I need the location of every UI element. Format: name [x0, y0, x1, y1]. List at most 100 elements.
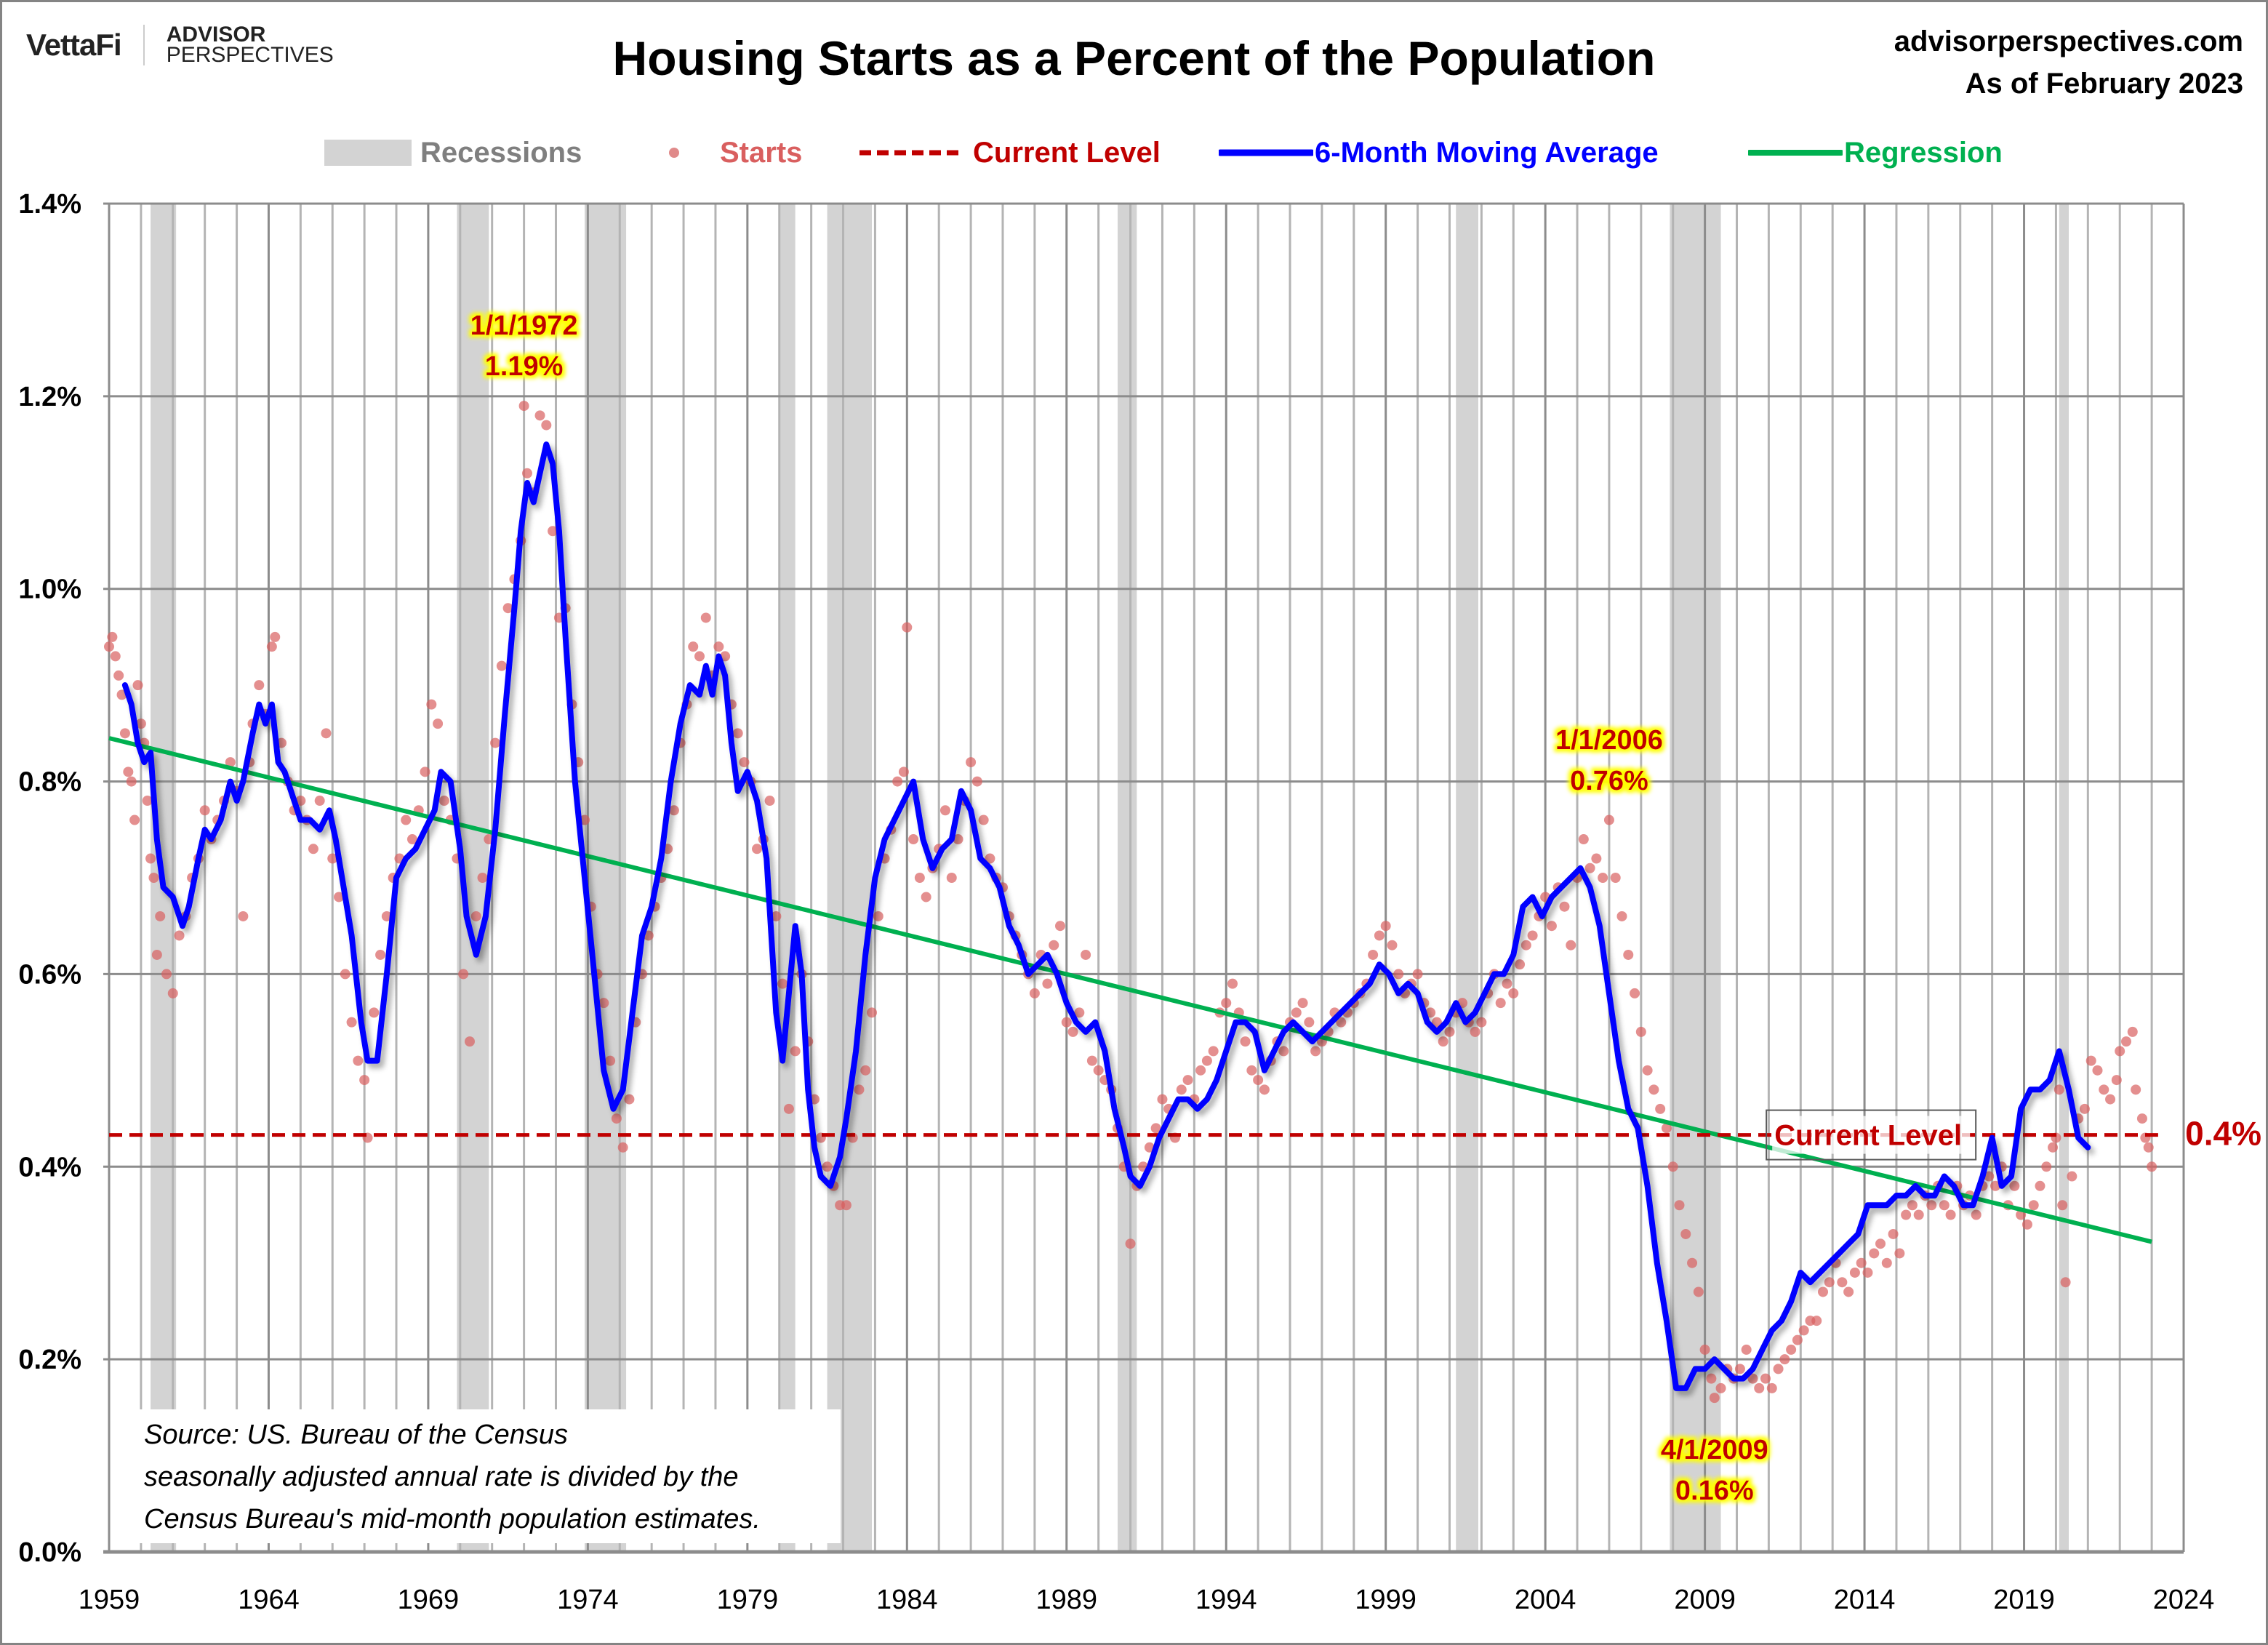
starts-point	[688, 641, 699, 652]
vertical-gridlines	[108, 204, 2185, 1552]
legend-starts-label: Starts	[720, 136, 803, 169]
starts-point	[126, 776, 137, 787]
starts-point	[1093, 1065, 1104, 1076]
starts-point	[2041, 1161, 2052, 1172]
starts-point	[694, 651, 705, 662]
starts-point	[1875, 1238, 1886, 1249]
starts-point	[496, 660, 507, 671]
regression-line-group	[108, 736, 2152, 1244]
source-line-3: Census Bureau's mid-month population est…	[144, 1504, 761, 1534]
annotation-label: 1/1/2006 0.76%	[1555, 725, 1663, 796]
starts-point	[1208, 1046, 1219, 1057]
starts-point	[2028, 1200, 2039, 1211]
regression-line	[108, 736, 2152, 1244]
starts-point	[1901, 1209, 1912, 1220]
starts-point	[1990, 1180, 2001, 1191]
starts-point	[113, 670, 124, 681]
starts-point	[1470, 1026, 1480, 1037]
starts-point	[579, 815, 590, 825]
starts-point	[1336, 1017, 1347, 1028]
site-info: advisorperspectives.com As of February 2…	[1894, 20, 2243, 105]
starts-point	[1598, 873, 1608, 883]
starts-point	[1687, 1257, 1698, 1268]
starts-point	[732, 728, 743, 739]
annotation-label: 1/1/1972 1.19%	[470, 311, 578, 382]
logo-vettafi: VettaFi	[26, 28, 122, 62]
starts-point	[2147, 1161, 2157, 1172]
starts-point	[892, 776, 903, 787]
x-axis-labels: 1959 1964 1969 1974 1979 1984 1989 1994 1999 2004…	[79, 1585, 2215, 1615]
y-tick-label: 0.4%	[18, 1152, 81, 1182]
starts-point	[1559, 901, 1570, 912]
starts-point	[1693, 1286, 1704, 1297]
starts-point	[908, 834, 919, 845]
y-tick-label: 1.2%	[18, 382, 81, 412]
starts-point	[1798, 1325, 1809, 1336]
starts-point	[946, 873, 957, 883]
starts-point	[1444, 1026, 1455, 1037]
starts-point	[254, 680, 265, 691]
annotation-value: 0.16%	[1675, 1476, 1754, 1506]
x-tick-label: 1989	[1035, 1585, 1097, 1615]
starts-point	[1824, 1277, 1835, 1288]
legend-starts: Starts	[665, 131, 802, 175]
logo-line-2: PERSPECTIVES	[166, 43, 334, 67]
starts-point	[1811, 1316, 1822, 1326]
starts-point	[1125, 1238, 1136, 1249]
starts-point	[1566, 940, 1576, 950]
starts-point	[1623, 949, 1634, 960]
starts-point	[2120, 1036, 2131, 1047]
x-tick-label: 2004	[1515, 1585, 1576, 1615]
starts-point	[1655, 1103, 1666, 1114]
starts-point	[939, 805, 950, 816]
moving-average-group	[121, 441, 2091, 1391]
x-tick-label: 1994	[1195, 1585, 1257, 1615]
starts-point	[2057, 1200, 2068, 1211]
starts-point	[1431, 1017, 1442, 1028]
starts-point	[270, 631, 281, 642]
starts-point	[985, 853, 995, 864]
starts-point	[867, 1007, 878, 1018]
annotation-date: 1/1/2006	[1555, 725, 1663, 756]
starts-point	[167, 988, 178, 998]
starts-point	[110, 651, 121, 662]
starts-point	[1849, 1267, 1860, 1278]
starts-point	[1520, 940, 1531, 950]
legend-regression-label: Regression	[1844, 136, 2003, 169]
starts-point	[1939, 1200, 1950, 1211]
starts-point	[1412, 969, 1423, 980]
starts-point	[1502, 978, 1512, 989]
recession-band	[1117, 204, 1137, 1552]
x-tick-label: 1959	[79, 1585, 140, 1615]
starts-point	[129, 815, 140, 825]
starts-point	[238, 910, 249, 921]
starts-point	[971, 776, 982, 787]
starts-point	[790, 1046, 801, 1057]
starts-point	[1792, 1334, 1803, 1345]
starts-point	[1760, 1373, 1771, 1384]
starts-point	[1259, 1084, 1270, 1095]
starts-point	[1150, 1123, 1161, 1134]
logo: VettaFi ADVISOR PERSPECTIVES	[26, 24, 334, 67]
y-tick-label: 1.4%	[18, 189, 81, 220]
starts-point	[353, 1055, 364, 1066]
starts-point	[1081, 949, 1091, 960]
starts-point	[426, 699, 437, 710]
starts-point	[1508, 988, 1519, 998]
starts-point	[502, 603, 513, 614]
starts-point	[107, 631, 118, 642]
starts-point	[1374, 930, 1385, 941]
starts-point	[438, 796, 449, 807]
starts-point	[1862, 1267, 1873, 1278]
starts-point	[713, 641, 724, 652]
starts-point	[1201, 1055, 1212, 1066]
starts-point	[966, 757, 977, 768]
starts-point	[700, 612, 711, 623]
x-tick-label: 1964	[238, 1585, 300, 1615]
starts-point	[151, 949, 162, 960]
starts-point	[598, 998, 609, 1009]
starts-point	[155, 910, 166, 921]
starts-point	[225, 757, 236, 768]
x-tick-label: 2014	[1834, 1585, 1896, 1615]
